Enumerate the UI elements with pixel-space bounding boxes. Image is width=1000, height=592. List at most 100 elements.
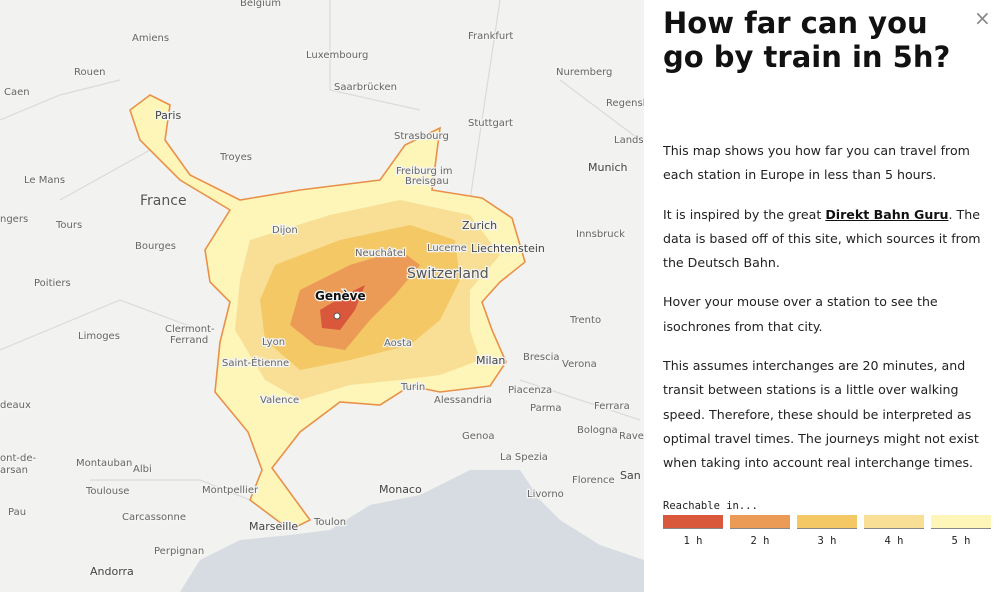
- map-label: Toulouse: [85, 486, 129, 497]
- map-label: Turin: [400, 382, 425, 393]
- legend-swatch: [931, 515, 991, 529]
- legend-swatch: [797, 515, 857, 529]
- map-label: Stuttgart: [468, 118, 513, 129]
- map-label: Pau: [8, 507, 26, 518]
- map-label: Alessandria: [434, 395, 492, 406]
- legend-label: 2 h: [750, 535, 770, 547]
- map-label: Nuremberg: [556, 67, 612, 78]
- map-label: Luxembourg: [306, 50, 368, 61]
- text: This map shows you how far you can trave…: [663, 143, 970, 183]
- map-label: San: [620, 469, 641, 482]
- map-label: Tours: [55, 220, 82, 231]
- map-label: Zurich: [462, 219, 497, 232]
- map-label: Rouen: [74, 67, 105, 78]
- map-label: Bourges: [135, 241, 176, 252]
- link[interactable]: Direkt Bahn Guru: [825, 206, 949, 222]
- close-button[interactable]: ×: [974, 6, 991, 30]
- map-label: deaux: [0, 400, 31, 411]
- map-label: Aosta: [384, 338, 412, 349]
- map-label: Amiens: [132, 33, 169, 44]
- paragraph: It is inspired by the great Direkt Bahn …: [663, 203, 998, 276]
- legend-label: 4 h: [884, 535, 904, 547]
- map-label: Montpellier: [202, 485, 259, 496]
- map-label: France: [140, 193, 187, 209]
- map-label: Freiburg im: [396, 166, 453, 177]
- map-label: Landsh: [614, 135, 644, 146]
- legend-item: 1 h: [663, 515, 723, 547]
- legend-item: 3 h: [797, 515, 857, 547]
- map-label: Saarbrücken: [334, 82, 397, 93]
- map-label: Albi: [133, 464, 152, 475]
- legend-label: 5 h: [951, 535, 971, 547]
- map-label: Trento: [569, 315, 601, 326]
- map-label: Brescia: [523, 352, 560, 363]
- map-label: Andorra: [90, 565, 134, 578]
- map-label: Montauban: [76, 458, 132, 469]
- map-label: Liechtenstein: [471, 242, 545, 255]
- description: This map shows you how far you can trave…: [663, 139, 998, 491]
- legend-swatch: [864, 515, 924, 529]
- map-label: Bologna: [577, 425, 618, 436]
- map-label: ont-de-: [0, 453, 36, 464]
- map-label: Lucerne: [427, 243, 467, 254]
- text: . The data is based off of this site, wh…: [663, 206, 981, 271]
- map-label: Monaco: [379, 483, 422, 496]
- map-label: Regensb: [606, 98, 644, 109]
- map-label: Le Mans: [24, 175, 65, 186]
- map: Belgium Amiens Luxembourg Frankfurt Roue…: [0, 0, 644, 592]
- legend-item: 2 h: [730, 515, 790, 547]
- paragraph: This map shows you how far you can trave…: [663, 139, 998, 188]
- map-label: Piacenza: [508, 385, 552, 396]
- map-labels: Belgium Amiens Luxembourg Frankfurt Roue…: [0, 0, 644, 579]
- map-label: Switzerland: [407, 266, 489, 282]
- map-label: Parma: [530, 403, 562, 414]
- map-label: Clermont-: [165, 324, 215, 335]
- map-label: ngers: [0, 214, 28, 225]
- legend-label: 3 h: [817, 535, 837, 547]
- map-label: Perpignan: [154, 546, 204, 557]
- map-label: Ferrand: [170, 335, 208, 346]
- map-label: Livorno: [527, 489, 564, 500]
- map-label: arsan: [0, 465, 28, 476]
- map-label: Florence: [572, 475, 615, 486]
- map-label: Raven: [619, 431, 644, 442]
- title: How far can you go by train in 5h?: [663, 6, 951, 74]
- map-label: Genoa: [462, 431, 495, 442]
- map-label: Verona: [562, 359, 597, 370]
- map-label: Troyes: [219, 152, 252, 163]
- map-label: La Spezia: [500, 452, 548, 463]
- map-label: Poitiers: [34, 278, 71, 289]
- map-label: Valence: [260, 395, 299, 406]
- map-label: Belgium: [240, 0, 281, 9]
- legend-swatch: [663, 515, 723, 529]
- legend: Reachable in... 1 h 2 h 3 h 4 h 5 h: [663, 500, 991, 547]
- map-label: Dijon: [272, 225, 298, 236]
- map-label: Milan: [476, 354, 505, 367]
- legend-title: Reachable in...: [663, 500, 758, 512]
- map-label: Innsbruck: [576, 229, 625, 240]
- legend-item: 4 h: [864, 515, 924, 547]
- map-label: Ferrara: [594, 401, 630, 412]
- map-label: Strasbourg: [394, 131, 449, 142]
- legend-swatch: [730, 515, 790, 529]
- side-panel: × How far can you go by train in 5h? Thi…: [644, 0, 1000, 592]
- map-label: Marseille: [249, 520, 298, 533]
- legend-label: 1 h: [683, 535, 703, 547]
- map-label: Saint-Étienne: [222, 356, 289, 369]
- map-label: Genève: [315, 289, 366, 303]
- legend-items: 1 h 2 h 3 h 4 h 5 h: [663, 515, 991, 547]
- map-label: Munich: [588, 161, 628, 174]
- map-label: Frankfurt: [468, 31, 513, 42]
- text: This assumes interchanges are 20 minutes…: [663, 358, 979, 471]
- map-label: Limoges: [78, 331, 120, 342]
- legend-item: 5 h: [931, 515, 991, 547]
- paragraph: Hover your mouse over a station to see t…: [663, 290, 998, 339]
- paragraph: This assumes interchanges are 20 minutes…: [663, 354, 998, 475]
- text: Hover your mouse over a station to see t…: [663, 294, 938, 334]
- map-label: Breisgau: [405, 176, 449, 187]
- map-label: Toulon: [313, 517, 346, 528]
- text: It is inspired by the great: [663, 206, 826, 222]
- map-label: Caen: [4, 87, 30, 98]
- map-label: Lyon: [262, 337, 285, 348]
